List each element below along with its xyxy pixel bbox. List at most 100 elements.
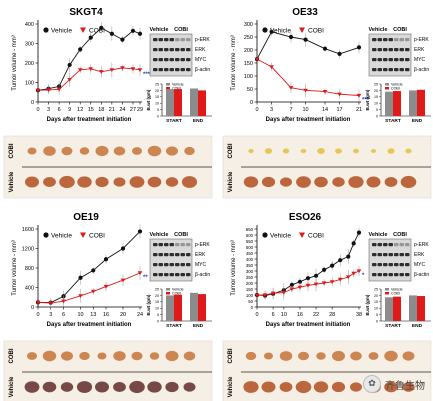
blot-band	[153, 243, 158, 247]
data-point	[297, 279, 303, 284]
blot-band-label: MYC	[414, 262, 426, 268]
legend-cobi-marker	[299, 27, 305, 33]
blot-band-label: β-actin	[414, 67, 429, 73]
blot-band	[399, 58, 404, 62]
tumor-specimen	[25, 176, 39, 188]
bar-legend-cobi-label: COBI	[172, 292, 181, 296]
blot-band	[169, 38, 174, 42]
blot-band	[394, 253, 399, 257]
blot-band-label: MYC	[195, 57, 207, 63]
bar-cobi	[393, 296, 401, 321]
blot-band	[394, 68, 399, 72]
bar-y-tick-label: 25	[374, 82, 378, 86]
y-axis-label: Tumor volume - mm³	[12, 35, 18, 90]
blot-band	[388, 243, 393, 247]
blot-band	[153, 263, 158, 267]
y-tick-label: 200	[244, 48, 253, 54]
x-tick-label: 6	[272, 312, 275, 318]
bar-category-label: END	[193, 118, 204, 124]
bar-legend-vehicle-swatch	[166, 83, 170, 86]
blot-band	[377, 243, 382, 247]
blot-band	[399, 243, 404, 247]
blot-band	[388, 68, 393, 72]
blot-band	[169, 58, 174, 62]
x-tick-label: 10	[77, 312, 83, 318]
data-point	[303, 37, 308, 42]
tumor-specimen	[113, 177, 126, 187]
series-cobi	[35, 62, 143, 95]
y-tick-label: 100	[246, 293, 254, 298]
tumor-specimen	[149, 352, 160, 360]
blot-band	[399, 38, 404, 42]
tumor-specimen	[166, 146, 178, 156]
tumor-specimen	[384, 177, 398, 187]
blot-band-label: β-actin	[195, 272, 210, 278]
blot-band	[377, 273, 382, 277]
x-tick-label: 17	[337, 107, 343, 113]
bar-y-tick-label: 20	[374, 89, 378, 93]
tumor-specimen	[181, 176, 198, 188]
line-legend: Vehicle COBI	[43, 27, 105, 35]
tumor-specimen	[331, 381, 346, 393]
legend-cobi-label: COBI	[89, 28, 105, 35]
x-tick-label: 3	[49, 312, 52, 318]
x-tick-label: 20	[120, 312, 126, 318]
data-point	[78, 294, 83, 298]
data-point	[351, 241, 356, 246]
data-point	[120, 37, 125, 42]
blot-band-label: ERK	[195, 47, 206, 53]
blot-band	[164, 243, 169, 247]
bar-y-tick-label: 20	[155, 89, 159, 93]
data-point	[351, 271, 356, 276]
legend-cobi-label: COBI	[308, 28, 324, 35]
blot-band-label: p-ERK	[195, 242, 210, 248]
tumor-row-label: COBI	[228, 143, 234, 158]
tumor-specimen	[264, 352, 273, 360]
bar-y-tick-label: 0	[376, 319, 378, 323]
x-tick-label: 7	[289, 107, 292, 113]
chart-title: OE33	[292, 7, 318, 18]
tumor-row-label: Vehicle	[228, 171, 234, 192]
data-point	[67, 62, 72, 68]
legend-cobi-label: COBI	[89, 233, 105, 240]
blot-band	[372, 68, 377, 72]
tumor-specimen	[113, 351, 126, 361]
blot-band	[394, 243, 399, 247]
bar-y-tick-label: 10	[374, 102, 378, 106]
blot-band	[180, 263, 185, 267]
tumor-specimen	[24, 381, 40, 393]
data-point	[297, 285, 303, 290]
x-axis-label: Days after treatment initiation	[266, 117, 351, 123]
blot-band	[164, 68, 169, 72]
series-line	[256, 58, 360, 96]
blot-band	[169, 243, 174, 247]
tumor-specimen	[264, 148, 273, 154]
bar-legend-vehicle-label: Vehicle	[172, 288, 184, 292]
blot-band	[394, 38, 399, 42]
wechat-icon: ✿	[363, 375, 381, 393]
tumor-specimen	[147, 176, 162, 188]
tumor-specimen	[59, 175, 75, 189]
tumor-specimen	[366, 176, 381, 188]
data-point	[303, 88, 308, 93]
data-point	[67, 77, 72, 82]
x-tick-label: 14	[322, 107, 328, 113]
bar-y-tick-label: 15	[155, 300, 159, 304]
tumor-specimen	[384, 350, 398, 362]
bar-y-tick-label: 20	[374, 294, 378, 298]
x-tick-label: 0	[36, 107, 39, 113]
blot-band	[388, 263, 393, 267]
data-point	[269, 65, 274, 70]
tumor-specimen	[295, 380, 312, 394]
blot-band	[164, 253, 169, 257]
y-tick-label: 350	[246, 263, 254, 268]
blot-band	[153, 38, 158, 42]
tumor-row-label: Vehicle	[9, 376, 15, 397]
blot-band	[186, 273, 191, 277]
y-tick-label: 450	[246, 251, 254, 256]
significance-label: **	[143, 275, 148, 281]
blot-band	[186, 243, 191, 247]
blot-band	[158, 273, 163, 277]
